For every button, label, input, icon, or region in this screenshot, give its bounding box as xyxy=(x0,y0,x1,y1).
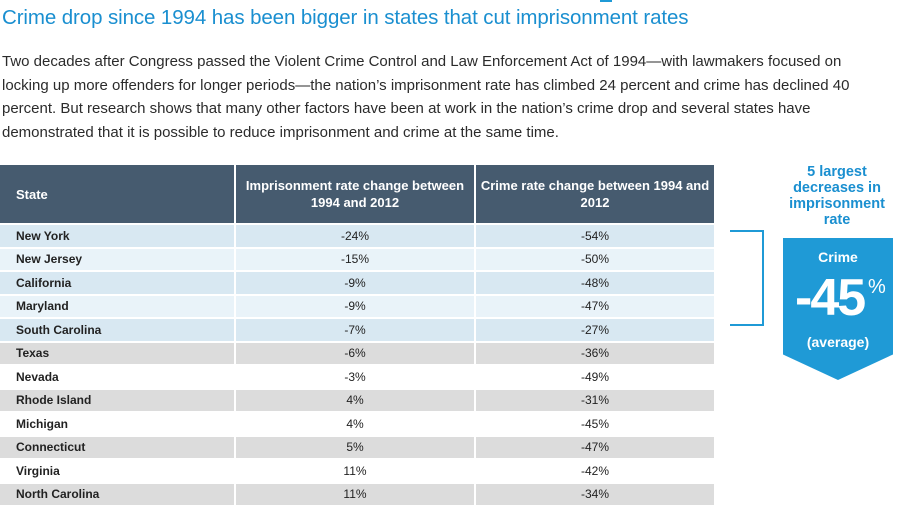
imprisonment-cell: -6% xyxy=(234,340,475,365)
imprisonment-cell: -9% xyxy=(234,270,475,295)
callout-note: (average) xyxy=(806,334,870,350)
imprisonment-cell: 4% xyxy=(234,387,475,412)
crime-average-callout: Crime -45 % (average) xyxy=(783,238,893,380)
crime-cell: -27% xyxy=(474,317,714,342)
table-row: Rhode Island 4% -31% xyxy=(0,387,714,412)
imprisonment-cell: 11% xyxy=(234,481,475,505)
state-cell: Texas xyxy=(0,340,235,365)
intro-paragraph: Two decades after Congress passed the Vi… xyxy=(2,53,850,141)
crime-cell: -36% xyxy=(474,340,714,365)
side-label: 5 largest decreases in imprisonment rate xyxy=(789,164,885,228)
page-title: Crime drop since 1994 has been bigger in… xyxy=(2,6,689,29)
table-row: South Carolina -7% -27% xyxy=(0,317,714,342)
imprisonment-cell: -15% xyxy=(234,246,475,271)
crime-cell: -54% xyxy=(474,223,714,248)
table-row: California -9% -48% xyxy=(0,270,714,295)
imprisonment-cell: -7% xyxy=(234,317,475,342)
table-row: Virginia 11% -42% xyxy=(0,458,714,483)
table-row: Maryland -9% -47% xyxy=(0,293,714,318)
table-row: Texas -6% -36% xyxy=(0,340,714,365)
table-row: North Carolina 11% -34% xyxy=(0,481,714,505)
state-cell: California xyxy=(0,270,235,295)
state-cell: New York xyxy=(0,223,235,248)
crime-cell: -47% xyxy=(474,293,714,318)
callout-unit: % xyxy=(868,276,886,298)
column-header-imprisonment: Imprisonment rate change between 1994 an… xyxy=(234,165,475,224)
crime-cell: -50% xyxy=(474,246,714,271)
table-row: New Jersey -15% -50% xyxy=(0,246,714,271)
state-cell: North Carolina xyxy=(0,481,235,505)
top-five-bracket xyxy=(730,230,764,326)
state-cell: Virginia xyxy=(0,458,235,483)
imprisonment-cell: 11% xyxy=(234,458,475,483)
table-row: Michigan 4% -45% xyxy=(0,411,714,436)
imprisonment-cell: -24% xyxy=(234,223,475,248)
callout-value: -45 xyxy=(795,269,866,327)
column-header-crime: Crime rate change between 1994 and 2012 xyxy=(474,165,714,224)
state-cell: New Jersey xyxy=(0,246,235,271)
state-cell: Maryland xyxy=(0,293,235,318)
state-cell: Connecticut xyxy=(0,434,235,459)
table-row: Nevada -3% -49% xyxy=(0,364,714,389)
imprisonment-cell: 5% xyxy=(234,434,475,459)
table-header-row: State Imprisonment rate change between 1… xyxy=(0,165,714,224)
top-accent-rule xyxy=(600,0,612,2)
state-cell: Rhode Island xyxy=(0,387,235,412)
state-cell: South Carolina xyxy=(0,317,235,342)
imprisonment-cell: -9% xyxy=(234,293,475,318)
imprisonment-cell: -3% xyxy=(234,364,475,389)
crime-cell: -34% xyxy=(474,481,714,505)
crime-cell: -47% xyxy=(474,434,714,459)
state-cell: Nevada xyxy=(0,364,235,389)
imprisonment-cell: 4% xyxy=(234,411,475,436)
crime-cell: -31% xyxy=(474,387,714,412)
crime-cell: -45% xyxy=(474,411,714,436)
table-row: Connecticut 5% -47% xyxy=(0,434,714,459)
crime-cell: -49% xyxy=(474,364,714,389)
column-header-state: State xyxy=(0,165,235,224)
callout-label: Crime xyxy=(818,249,858,265)
state-cell: Michigan xyxy=(0,411,235,436)
table-row: New York -24% -54% xyxy=(0,223,714,248)
data-table: State Imprisonment rate change between 1… xyxy=(0,165,714,505)
crime-cell: -42% xyxy=(474,458,714,483)
crime-cell: -48% xyxy=(474,270,714,295)
